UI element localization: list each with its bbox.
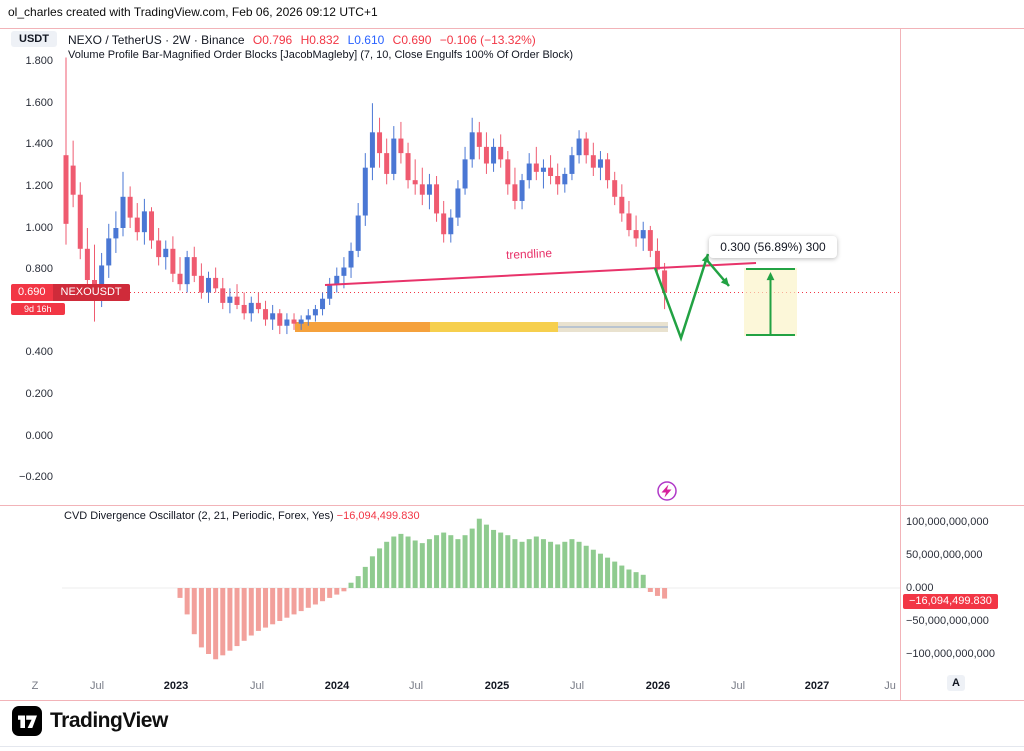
- symbol-title[interactable]: NEXO / TetherUS · 2W · Binance: [68, 33, 245, 47]
- price-tick: 1.000: [25, 221, 53, 234]
- oscillator-axis-tick: 0.000: [906, 581, 934, 594]
- time-tick: 2023: [163, 680, 189, 692]
- tradingview-logo[interactable]: TradingView: [12, 706, 168, 736]
- oscillator-title[interactable]: CVD Divergence Oscillator (2, 21, Period…: [64, 510, 334, 522]
- trendline-drawing[interactable]: [324, 262, 757, 286]
- oscillator-axis-tick: 100,000,000,000: [906, 515, 989, 528]
- pane-separators: [0, 28, 1024, 701]
- ohlc-high: H0.832: [300, 33, 340, 47]
- oscillator-axis-tick: −50,000,000,000: [906, 614, 989, 627]
- bottom-divider: [0, 746, 1024, 747]
- measurement-tooltip: 0.300 (56.89%) 300: [709, 236, 837, 258]
- time-tick: Jul: [249, 680, 265, 692]
- ohlc-change: −0.106 (−13.32%): [439, 33, 536, 47]
- oscillator-histogram[interactable]: [177, 518, 668, 660]
- candlestick-series[interactable]: [63, 57, 668, 335]
- axis-settings-button[interactable]: A: [947, 675, 965, 691]
- time-tick: 2024: [324, 680, 350, 692]
- bar-close-countdown: 9d 16h: [11, 303, 65, 315]
- time-tick: 2026: [645, 680, 671, 692]
- chart-attribution: ol_charles created with TradingView.com,…: [8, 5, 378, 19]
- order-block-indicator: [295, 322, 668, 332]
- time-tick: Jul: [730, 680, 746, 692]
- oscillator-value-badge: −16,094,499.830: [903, 594, 998, 609]
- time-tick: 2027: [804, 680, 830, 692]
- time-tick: Z: [31, 680, 39, 692]
- green-arrow-annotations[interactable]: [653, 253, 797, 342]
- symbol-legend: NEXO / TetherUS · 2W · Binance O0.796 H0…: [68, 33, 541, 47]
- price-scale-currency-button[interactable]: USDT: [11, 31, 57, 47]
- ohlc-low: L0.610: [347, 33, 385, 47]
- price-tick: 1.400: [25, 138, 53, 151]
- ohlc-close: C0.690: [392, 33, 432, 47]
- oscillator-axis[interactable]: 100,000,000,000 50,000,000,000 0.000 −50,00…: [900, 0, 1024, 700]
- time-tick: Jul: [569, 680, 585, 692]
- current-price-badge: 0.690 NEXOUSDT: [11, 284, 130, 301]
- time-tick: Ju: [884, 680, 896, 692]
- indicator-legend[interactable]: Volume Profile Bar-Magnified Order Block…: [68, 49, 574, 61]
- tradingview-logo-icon: [12, 706, 42, 736]
- tradingview-wordmark: TradingView: [50, 709, 168, 732]
- time-tick: Jul: [89, 680, 105, 692]
- price-tick: 0.800: [25, 263, 53, 276]
- price-tick: 0.200: [25, 387, 53, 400]
- time-axis[interactable]: Z Jul 2023 Jul 2024 Jul 2025 Jul 2026 Jul 2027 Ju: [0, 680, 1024, 696]
- current-price-value: 0.690: [11, 284, 53, 301]
- price-tick: 1.800: [25, 55, 53, 68]
- symbol-tag: NEXOUSDT: [52, 284, 130, 301]
- oscillator-value: −16,094,499.830: [336, 510, 420, 522]
- price-tick: 1.600: [25, 96, 53, 109]
- time-tick: Jul: [408, 680, 424, 692]
- trendline-label[interactable]: trendline: [505, 246, 553, 262]
- price-tick: 1.200: [25, 179, 53, 192]
- ohlc-open: O0.796: [252, 33, 293, 47]
- oscillator-axis-tick: 50,000,000,000: [906, 548, 983, 561]
- oscillator-axis-tick: −100,000,000,000: [906, 647, 996, 660]
- time-tick: 2025: [484, 680, 510, 692]
- oscillator-legend: CVD Divergence Oscillator (2, 21, Period…: [64, 510, 420, 522]
- price-tick: 0.000: [25, 429, 53, 442]
- price-axis[interactable]: 1.8001.6001.4001.2001.0000.8000.6000.400…: [0, 0, 56, 700]
- flash-icon[interactable]: [657, 481, 677, 501]
- price-tick: −0.200: [19, 471, 53, 484]
- price-tick: 0.400: [25, 346, 53, 359]
